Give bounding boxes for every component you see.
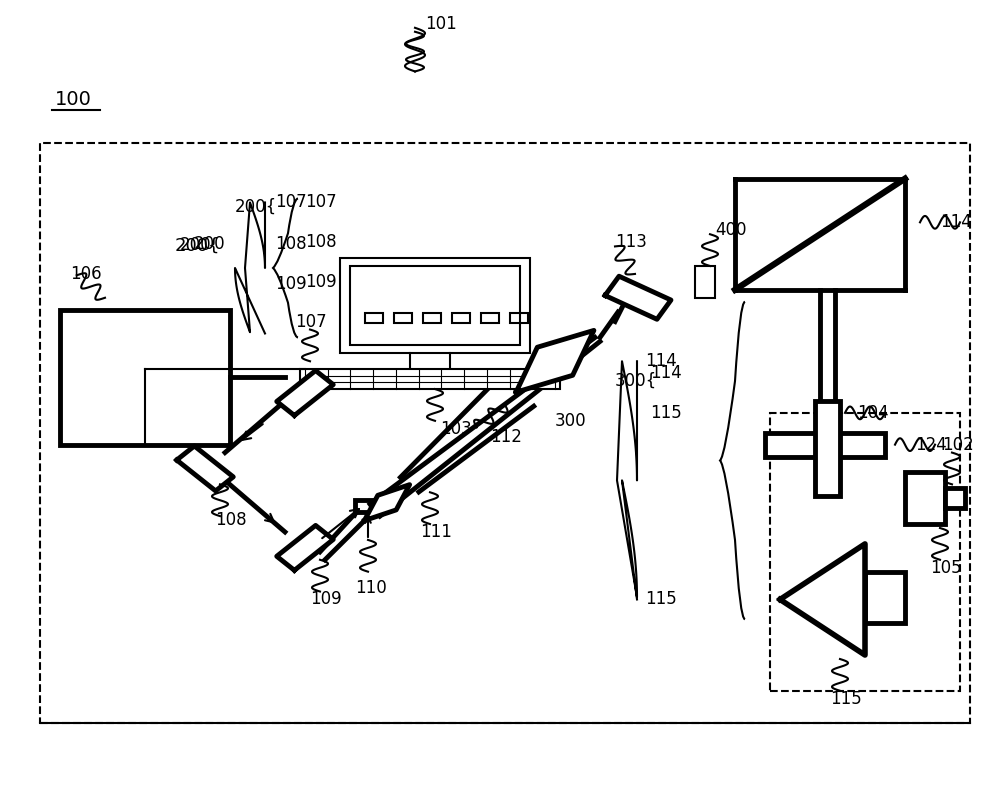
- Bar: [945, 488, 965, 508]
- Bar: [394, 313, 412, 323]
- Text: 200{: 200{: [175, 237, 220, 255]
- Text: 114: 114: [650, 364, 682, 382]
- Text: 102: 102: [942, 436, 974, 453]
- Text: 300{: 300{: [615, 372, 657, 390]
- Text: 105: 105: [930, 559, 962, 576]
- Polygon shape: [364, 484, 410, 521]
- Polygon shape: [516, 330, 594, 392]
- Text: 300: 300: [555, 412, 587, 430]
- Text: 114: 114: [645, 353, 677, 370]
- Text: 109: 109: [275, 276, 307, 293]
- Text: 113: 113: [615, 233, 647, 251]
- Text: 107: 107: [305, 194, 337, 211]
- Bar: [365, 313, 383, 323]
- Polygon shape: [605, 276, 671, 319]
- Text: 103: 103: [440, 420, 472, 437]
- Text: 200: 200: [193, 235, 225, 252]
- Text: 107: 107: [295, 313, 327, 330]
- Text: 115: 115: [645, 591, 677, 608]
- Text: 100: 100: [55, 90, 92, 109]
- Bar: [60, 310, 230, 445]
- Text: 111: 111: [420, 523, 452, 541]
- Text: 107: 107: [275, 194, 307, 211]
- Text: 114: 114: [940, 214, 972, 231]
- Text: 109: 109: [310, 591, 342, 608]
- Text: 109: 109: [305, 273, 337, 291]
- Text: 104: 104: [857, 404, 889, 422]
- Bar: [510, 313, 528, 323]
- Text: 101: 101: [425, 15, 457, 33]
- Bar: [340, 258, 530, 353]
- Text: 112: 112: [490, 428, 522, 445]
- Text: 108: 108: [215, 511, 247, 529]
- Polygon shape: [177, 446, 233, 491]
- Text: 108: 108: [305, 233, 337, 251]
- Polygon shape: [780, 544, 865, 655]
- Bar: [350, 266, 520, 345]
- Bar: [481, 313, 499, 323]
- Text: 115: 115: [830, 690, 862, 707]
- Bar: [355, 500, 380, 512]
- Text: 124: 124: [915, 436, 947, 453]
- Text: 110: 110: [355, 579, 387, 596]
- Bar: [765, 433, 885, 457]
- Bar: [865, 572, 905, 623]
- Text: 200: 200: [180, 236, 212, 253]
- Text: 106: 106: [70, 265, 102, 283]
- Bar: [423, 313, 441, 323]
- Text: 108: 108: [275, 235, 307, 252]
- Bar: [695, 266, 715, 298]
- Text: 200{: 200{: [235, 198, 277, 215]
- Polygon shape: [277, 371, 333, 415]
- Bar: [300, 369, 560, 389]
- Text: 115: 115: [650, 404, 682, 422]
- Bar: [815, 401, 840, 496]
- Bar: [452, 313, 470, 323]
- Polygon shape: [277, 526, 333, 570]
- Bar: [905, 472, 945, 524]
- Text: 400: 400: [715, 222, 746, 239]
